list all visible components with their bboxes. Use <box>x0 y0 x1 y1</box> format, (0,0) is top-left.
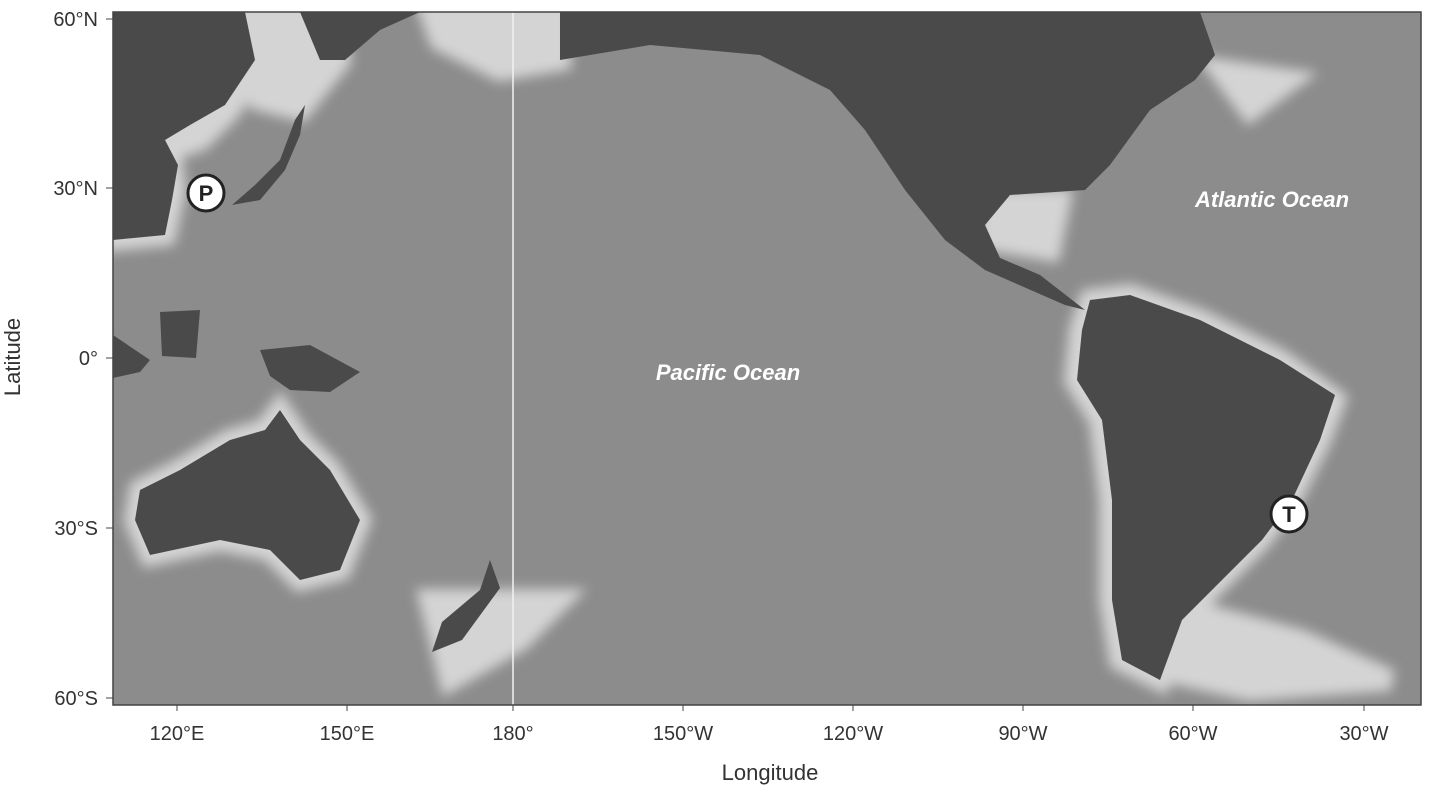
x-tick-label: 180° <box>492 723 533 745</box>
x-tick-label: 120°E <box>150 723 205 745</box>
pacific-ocean-label: Pacific Ocean <box>656 360 800 385</box>
marker-t: T <box>1269 494 1309 534</box>
kamchatka <box>300 12 420 60</box>
x-axis: 120°E 150°E 180° 150°W 120°W 90°W 60°W 30°W <box>150 705 1389 745</box>
x-tick-label: 90°W <box>998 723 1047 745</box>
south-america <box>1077 295 1335 680</box>
marker-p-letter: P <box>199 181 214 206</box>
y-tick-label: 30°N <box>53 178 98 200</box>
y-axis-label: Latitude <box>0 318 25 396</box>
x-axis-label: Longitude <box>722 760 819 785</box>
x-tick-label: 150°E <box>320 723 375 745</box>
marker-p: P <box>186 173 226 213</box>
borneo <box>160 310 200 358</box>
new-guinea <box>260 345 360 392</box>
y-axis: 60°N 30°N 0° 30°S 60°S <box>53 9 113 710</box>
x-tick-label: 120°W <box>823 723 883 745</box>
asia <box>113 12 255 240</box>
sumatra <box>113 335 150 378</box>
map-area: Pacific Ocean Atlantic Ocean P T <box>113 12 1421 705</box>
x-tick-label: 60°W <box>1168 723 1217 745</box>
japan <box>232 105 305 205</box>
y-tick-label: 0° <box>79 348 98 370</box>
y-tick-label: 60°N <box>53 9 98 31</box>
new-zealand <box>432 560 500 652</box>
australia <box>135 410 360 580</box>
north-america <box>560 12 1215 310</box>
y-tick-label: 60°S <box>54 688 98 710</box>
x-tick-label: 30°W <box>1339 723 1388 745</box>
atlantic-ocean-label: Atlantic Ocean <box>1194 187 1349 212</box>
land-masses <box>113 12 1335 680</box>
marker-t-letter: T <box>1282 502 1296 527</box>
y-tick-label: 30°S <box>54 518 98 540</box>
x-tick-label: 150°W <box>653 723 713 745</box>
